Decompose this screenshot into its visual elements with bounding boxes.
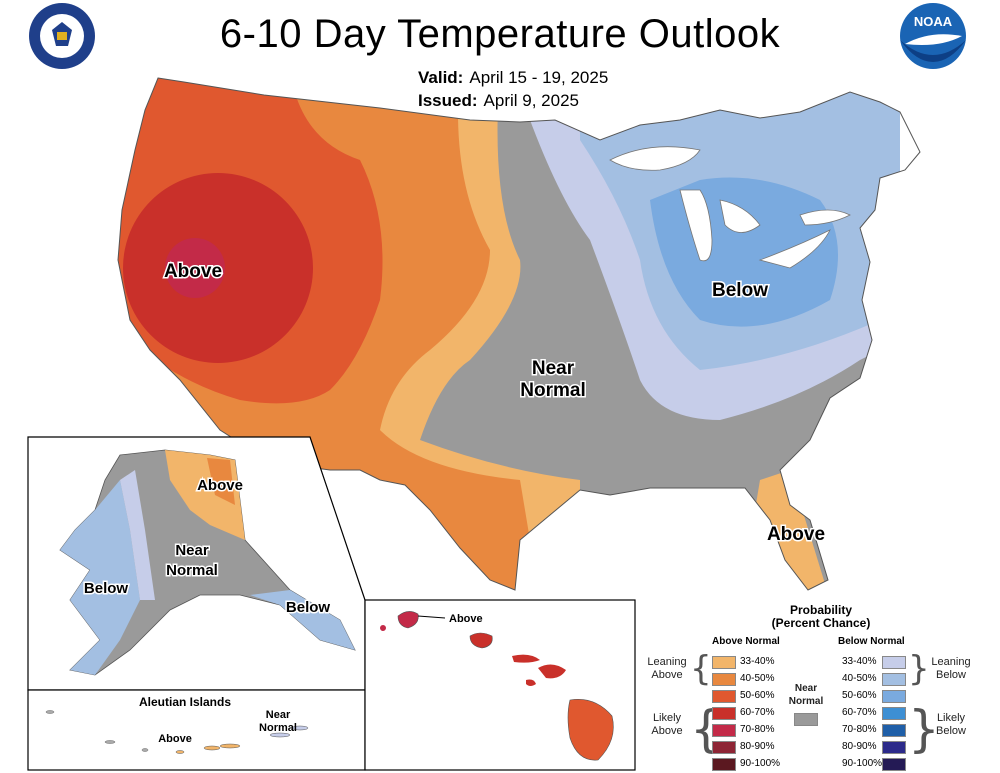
great-lakes xyxy=(609,146,851,269)
valid-dates: Valid: April 15 - 19, 2025 xyxy=(418,68,608,88)
legend-above-bin-label: 50-60% xyxy=(740,690,775,701)
alaska-label-near-1: Near xyxy=(175,542,209,559)
legend-above-bin-swatch xyxy=(712,656,736,669)
alaska-inset: Above Near Normal Below Below xyxy=(27,436,366,691)
legend-leaning-above-1: Leaning xyxy=(647,656,687,668)
legend-below-bin-label: 33-40% xyxy=(842,656,877,667)
issued-label: Issued: xyxy=(418,91,478,110)
valid-value: April 15 - 19, 2025 xyxy=(469,68,609,87)
legend-below-bin-label: 90-100% xyxy=(842,758,883,769)
legend-likely-below: Likely Below xyxy=(926,712,976,738)
legend-title: Probability (Percent Chance) xyxy=(766,604,876,630)
legend-above-bin-label: 40-50% xyxy=(740,673,775,684)
legend-likely-above: Likely Above xyxy=(642,712,692,738)
legend-above-bin-swatch xyxy=(712,673,736,686)
legend-above-bin-swatch xyxy=(712,724,736,737)
legend-below-bin-swatch xyxy=(882,673,906,686)
valid-label: Valid: xyxy=(418,68,464,87)
legend-above-bin-label: 80-90% xyxy=(740,741,775,752)
legend-leaning-below-2: Below xyxy=(936,669,966,681)
hawaii-inset: Above xyxy=(364,599,636,771)
aleutian-label-above: Above xyxy=(158,733,192,745)
legend-likely-above-1: Likely xyxy=(652,712,682,724)
legend-below-bin-label: 40-50% xyxy=(842,673,877,684)
page-title: 6-10 Day Temperature Outlook xyxy=(219,12,781,56)
legend-above-bin-label: 70-80% xyxy=(740,724,775,735)
aleutian-inset: Aleutian Islands Above Near Normal xyxy=(27,689,366,771)
alaska-label-below-west: Below xyxy=(84,580,129,597)
aleutian-label-near-2: Normal xyxy=(259,722,297,734)
label-near-normal-1: Near xyxy=(532,358,575,379)
legend-brace-likely-below: } xyxy=(908,700,940,758)
probability-legend: Probability (Percent Chance) Above Norma… xyxy=(636,600,1000,773)
legend-below-bin-label: 60-70% xyxy=(842,707,877,718)
legend-leaning-below: Leaning Below xyxy=(926,656,976,682)
conus-map xyxy=(118,78,900,590)
label-near-normal-2: Normal xyxy=(520,380,585,401)
legend-below-bin-label: 70-80% xyxy=(842,724,877,735)
legend-below-bin-swatch xyxy=(882,707,906,720)
issued-date: Issued: April 9, 2025 xyxy=(418,91,579,111)
alaska-label-above: Above xyxy=(197,477,243,494)
legend-below-bin-label: 50-60% xyxy=(842,690,877,701)
legend-above-bin-swatch xyxy=(712,707,736,720)
legend-below-bin-swatch xyxy=(882,741,906,754)
label-west-above: Above xyxy=(164,261,222,282)
alaska-label-below-se: Below xyxy=(286,599,331,616)
legend-near-normal: Near Normal xyxy=(786,682,826,708)
aleutian-title: Aleutian Islands xyxy=(139,695,231,709)
legend-above-bin-swatch xyxy=(712,758,736,771)
legend-brace-leaning-below: } xyxy=(908,649,930,689)
label-florida-above: Above xyxy=(767,524,825,545)
legend-leaning-above-2: Above xyxy=(651,669,683,681)
aleutian-label-near-1: Near xyxy=(266,709,291,721)
legend-below-bin-swatch xyxy=(882,690,906,703)
hawaii-label-above: Above xyxy=(449,613,483,625)
legend-above-bin-label: 90-100% xyxy=(740,758,781,769)
legend-below-head: Below Normal xyxy=(838,636,905,647)
legend-leaning-below-1: Leaning xyxy=(931,656,971,668)
legend-title-1: Probability xyxy=(789,603,852,617)
legend-near-1: Near xyxy=(794,683,818,694)
legend-above-bin-label: 33-40% xyxy=(740,656,775,667)
legend-above-head: Above Normal xyxy=(712,636,780,647)
legend-below-bin-label: 80-90% xyxy=(842,741,877,752)
issued-value: April 9, 2025 xyxy=(483,91,579,110)
noaa-logo: NOAA xyxy=(900,3,966,69)
legend-above-bin-label: 60-70% xyxy=(740,707,775,718)
noaa-logo-text: NOAA xyxy=(914,14,953,29)
legend-above-bin-swatch xyxy=(712,690,736,703)
legend-likely-above-2: Above xyxy=(651,725,683,737)
legend-below-bin-swatch xyxy=(882,724,906,737)
legend-leaning-above: Leaning Above xyxy=(642,656,692,682)
legend-below-bin-swatch xyxy=(882,656,906,669)
legend-below-bin-swatch xyxy=(882,758,906,771)
doc-seal-logo xyxy=(29,3,95,69)
legend-above-bin-swatch xyxy=(712,741,736,754)
legend-title-2: (Percent Chance) xyxy=(771,616,871,630)
legend-near-2: Normal xyxy=(788,696,824,707)
legend-likely-below-2: Below xyxy=(936,725,966,737)
legend-near-swatch xyxy=(794,713,818,726)
legend-likely-below-1: Likely xyxy=(936,712,966,724)
alaska-label-near-2: Normal xyxy=(166,562,218,579)
legend-brace-leaning-above: { xyxy=(690,649,712,689)
label-east-below: Below xyxy=(712,280,768,301)
